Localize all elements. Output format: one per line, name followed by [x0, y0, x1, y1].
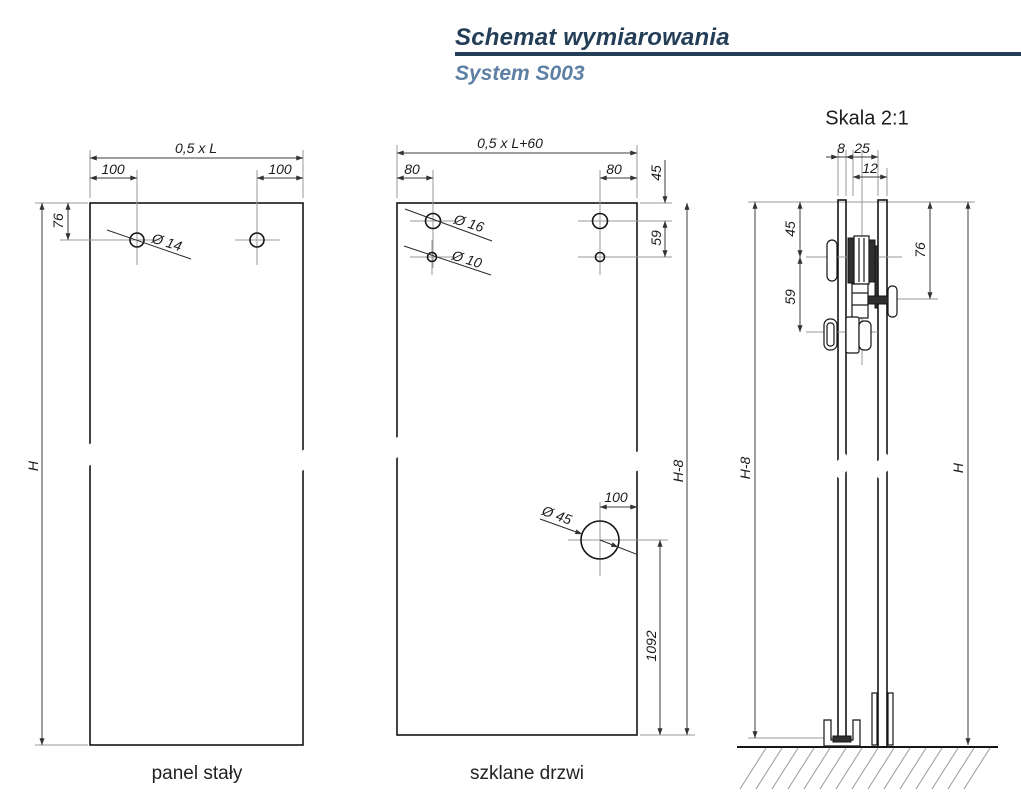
- coupler-body: [851, 283, 869, 319]
- hole-leader-line: [403, 245, 492, 276]
- dim-side-top-to-roller: 45: [782, 221, 798, 237]
- dim-door-hole-spacing: 59: [648, 230, 664, 246]
- dim-door-top-to-hole: 45: [648, 165, 664, 181]
- page-title: Schemat wymiarowania: [455, 24, 730, 51]
- floor-detail: [737, 692, 998, 790]
- fixed-panel-holes: [106, 229, 265, 260]
- dim-handle-from-bottom: 1092: [643, 630, 659, 662]
- glass-break: [869, 453, 896, 479]
- caption-scale: Skala 2:1: [825, 107, 909, 130]
- upper-roller-plate: [868, 239, 876, 283]
- dim-side-roller-spacing: 59: [782, 289, 798, 305]
- fixing-bolt: [867, 295, 889, 305]
- upper-roller-body: [853, 235, 870, 285]
- dim-fixed-height: H: [25, 460, 41, 472]
- fixed-glass-clamp: [871, 692, 878, 746]
- handle-leader-line: [617, 546, 637, 555]
- dim-side-glass-thickness: 8: [837, 140, 845, 156]
- dim-door-offset-right: 80: [606, 161, 622, 177]
- system-subtitle: System S003: [455, 62, 585, 85]
- dim-side-panel-spacing: 25: [854, 140, 870, 156]
- caption-fixed-panel: panel stały: [151, 763, 243, 784]
- dim-door-height: H-8: [670, 459, 686, 483]
- dim-side-total-height: H: [950, 462, 966, 474]
- dim-fixed-offset-left: 100: [101, 161, 125, 177]
- door-panel-view: [380, 145, 695, 736]
- hole-leader-line: [404, 208, 493, 242]
- dim-side-door-height: H-8: [737, 456, 753, 480]
- mount-hole: [249, 232, 265, 248]
- caption-glass-door: szklane drzwi: [469, 763, 585, 784]
- hole-leader-line: [106, 229, 192, 260]
- lower-roller-cone: [858, 320, 872, 351]
- handle-hole: [580, 520, 620, 560]
- roller-hole-upper: [591, 212, 609, 230]
- fixed-glass-clamp: [887, 692, 894, 746]
- side-view-extension-lines: [748, 150, 938, 739]
- upper-roller-plate: [847, 237, 855, 284]
- dim-fixed-hole-from-top: 76: [50, 213, 66, 229]
- fixed-panel-glass: [89, 202, 304, 746]
- fixing-cap: [887, 285, 898, 318]
- side-view: [737, 150, 998, 790]
- door-panel-holes: [403, 208, 637, 560]
- guide-rail-strip: [874, 245, 879, 309]
- lower-roller-body: [845, 316, 860, 354]
- door-panel-dimension-lines: [396, 150, 690, 736]
- dim-fixed-offset-right: 100: [268, 161, 292, 177]
- floor-hatching: [739, 747, 991, 790]
- glass-break: [829, 453, 855, 479]
- handle-leader-line: [539, 518, 583, 535]
- roller-hardware: [823, 235, 898, 354]
- dim-side-top-to-fixing: 76: [912, 242, 928, 258]
- dim-fixed-width: 0,5 x L: [174, 140, 218, 156]
- glass-break-wave: [380, 425, 654, 480]
- roller-hole-lower: [594, 251, 606, 263]
- fixed-panel-view: [35, 150, 320, 746]
- fixed-panel-dimension-lines: [39, 155, 304, 746]
- handle-leader-line: [599, 539, 619, 548]
- upper-roller-cap: [826, 239, 838, 282]
- glass-break-wave: [73, 427, 320, 480]
- header-divider: [455, 52, 1021, 56]
- roller-hole-upper: [424, 212, 442, 230]
- guide-insert: [832, 735, 852, 743]
- side-view-dimension-lines: [752, 154, 971, 746]
- dim-door-offset-left: 80: [404, 161, 420, 177]
- lower-roller-cap-detail: [826, 322, 835, 347]
- dim-handle-from-edge: 100: [604, 489, 628, 505]
- dim-door-width: 0,5 x L+60: [477, 135, 543, 151]
- mount-hole: [129, 232, 145, 248]
- dim-side-axis-offset: 12: [862, 160, 878, 176]
